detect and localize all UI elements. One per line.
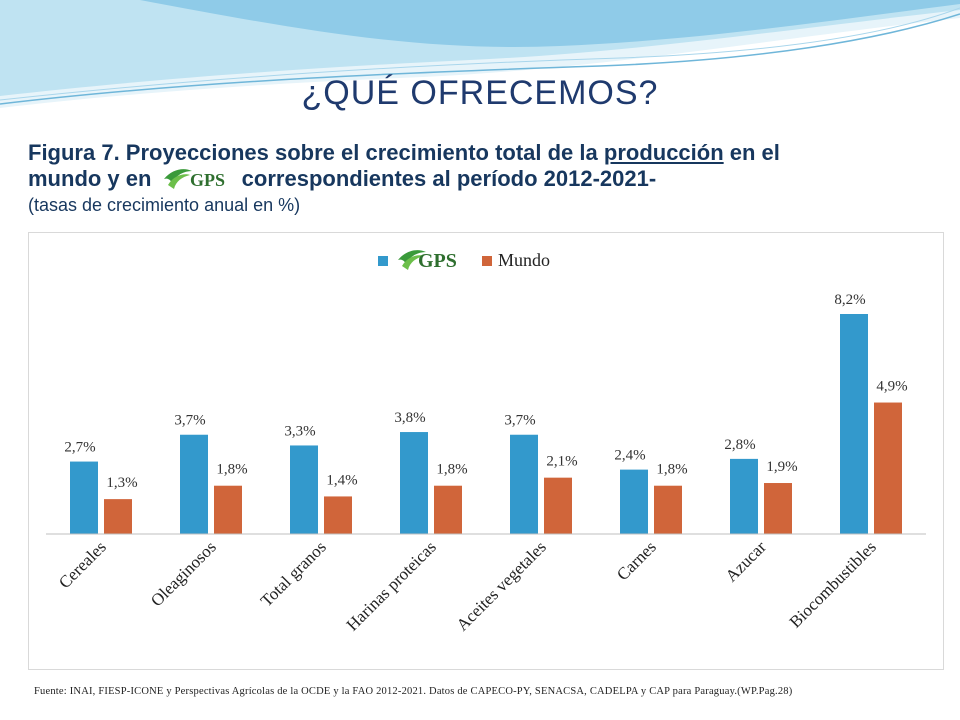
- bar-mundo-5: [654, 485, 682, 534]
- bar-mundo-3: [434, 485, 462, 534]
- legend-gps-logo-icon: GPS: [398, 250, 457, 272]
- bar-gps-2: [290, 445, 318, 534]
- bar-mundo-7: [874, 402, 902, 534]
- gps-logo-icon: GPS: [163, 169, 225, 190]
- data-label-mundo-6: 1,9%: [766, 459, 797, 475]
- bar-mundo-0: [104, 499, 132, 534]
- caption-line1-suffix: en el: [723, 140, 780, 165]
- data-label-gps-0: 2,7%: [64, 440, 95, 456]
- data-label-mundo-4: 2,1%: [546, 454, 577, 470]
- bar-chart: GPS Mundo 2,7% 1,3% 3,7% 1,8% 3,3% 1,4% 3,8% 1,8…: [28, 232, 944, 670]
- caption-line2-suffix: correspondientes al período 2012-2021-: [235, 166, 657, 191]
- data-label-gps-3: 3,8%: [394, 410, 425, 426]
- bar-gps-7: [840, 314, 868, 534]
- bars: [70, 314, 902, 534]
- chart-area: GPS Mundo 2,7% 1,3% 3,7% 1,8% 3,3% 1,4% 3,8% 1,8…: [28, 232, 944, 670]
- bar-mundo-6: [764, 483, 792, 534]
- caption-underlined-word: producción: [603, 140, 724, 165]
- bar-gps-3: [400, 432, 428, 534]
- bar-gps-0: [70, 461, 98, 534]
- data-label-gps-1: 3,7%: [174, 413, 205, 429]
- data-label-gps-4: 3,7%: [504, 413, 535, 429]
- legend-label-gps: GPS: [418, 250, 457, 272]
- legend-swatch-mundo: [482, 256, 492, 266]
- data-label-mundo-0: 1,3%: [106, 475, 137, 491]
- data-label-mundo-1: 1,8%: [216, 462, 247, 478]
- figure-caption: Figura 7. Proyecciones sobre el crecimie…: [28, 140, 948, 216]
- bar-gps-5: [620, 469, 648, 534]
- bar-mundo-1: [214, 485, 242, 534]
- legend-swatch-gps: [378, 256, 388, 266]
- gps-logo-text: GPS: [190, 170, 225, 190]
- data-label-gps-5: 2,4%: [614, 448, 645, 464]
- bar-mundo-2: [324, 496, 352, 534]
- bar-gps-1: [180, 434, 208, 534]
- data-label-gps-2: 3,3%: [284, 423, 315, 439]
- caption-line1-prefix: Figura 7. Proyecciones sobre el crecimie…: [28, 140, 604, 165]
- caption-subtitle: (tasas de crecimiento anual en %): [28, 195, 301, 215]
- data-label-mundo-7: 4,9%: [876, 379, 907, 395]
- source-note: Fuente: INAI, FIESP-ICONE y Perspectivas…: [34, 686, 793, 697]
- data-label-gps-6: 2,8%: [724, 437, 755, 453]
- data-labels: 2,7% 1,3% 3,7% 1,8% 3,3% 1,4% 3,8% 1,8% 3,7% 2,1%…: [64, 292, 907, 491]
- data-label-gps-7: 8,2%: [834, 292, 865, 308]
- header-wave-decoration: [0, 0, 960, 108]
- bar-gps-6: [730, 458, 758, 534]
- caption-line-2: mundo y en GPS correspondientes al perío…: [28, 166, 948, 192]
- data-label-mundo-2: 1,4%: [326, 472, 357, 488]
- slide-title: ¿QUÉ OFRECEMOS?: [301, 74, 659, 112]
- legend-label-mundo: Mundo: [498, 250, 550, 270]
- data-label-mundo-3: 1,8%: [436, 462, 467, 478]
- caption-line2-prefix: mundo y en: [28, 166, 158, 191]
- caption-line-1: Figura 7. Proyecciones sobre el crecimie…: [28, 140, 948, 166]
- bar-gps-4: [510, 434, 538, 534]
- data-label-mundo-5: 1,8%: [656, 462, 687, 478]
- legend: GPS Mundo: [378, 250, 550, 272]
- bar-mundo-4: [544, 477, 572, 534]
